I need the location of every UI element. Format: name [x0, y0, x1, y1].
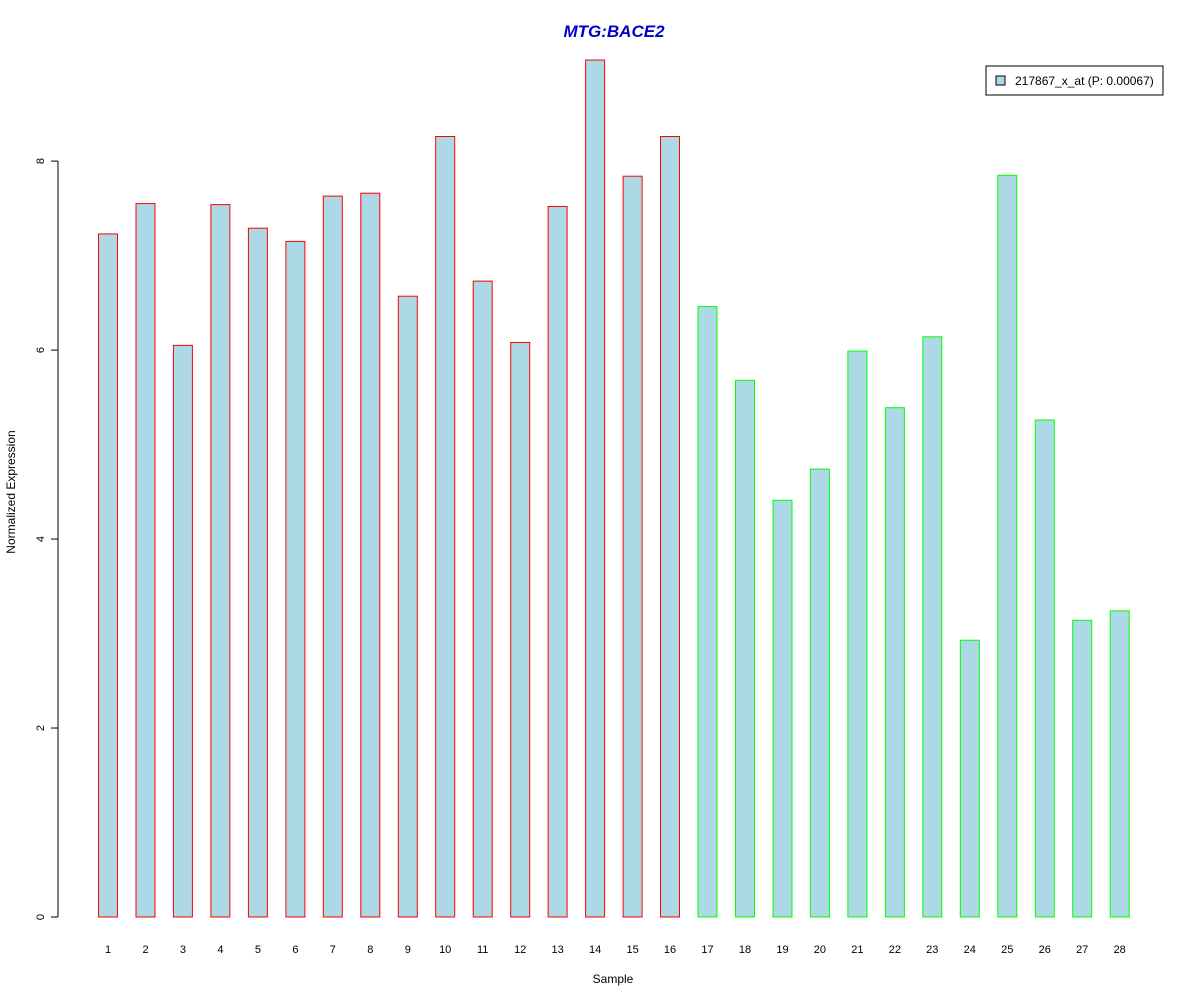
x-tick-label: 22 [889, 944, 901, 956]
bar-sample-19 [772, 499, 793, 918]
bar-sample-23 [922, 336, 943, 918]
x-tick-label: 26 [1039, 944, 1051, 956]
bar-sample-11 [472, 280, 493, 918]
x-tick-label: 17 [701, 944, 713, 956]
y-axis: 0 2 4 6 8 [35, 158, 59, 920]
bar-sample-18 [735, 379, 755, 918]
bar-sample-9 [397, 295, 418, 918]
x-tick-label: 9 [405, 944, 411, 956]
x-tick-label: 27 [1076, 944, 1088, 956]
x-tick-label: 16 [664, 944, 676, 956]
x-tick-label: 5 [255, 944, 261, 956]
legend-label: 217867_x_at (P: 0.00067) [1015, 74, 1154, 88]
bar-sample-14 [585, 59, 606, 918]
legend-box [985, 65, 1164, 96]
y-tick-label: 2 [35, 725, 47, 731]
bar-sample-6 [285, 240, 306, 918]
x-tick-label: 18 [739, 944, 751, 956]
x-tick-label: 10 [439, 944, 451, 956]
bar-sample-13 [547, 206, 568, 918]
bar-sample-4 [210, 204, 231, 918]
bar-sample-24 [959, 639, 980, 918]
y-tick-label: 0 [35, 914, 47, 920]
x-tick-label: 15 [626, 944, 638, 956]
x-tick-label: 3 [180, 944, 186, 956]
x-axis-ticks: 1 2 3 4 5 6 7 8 9 10 11 12 13 14 15 16 17 18 19 20 21 22 23 24 2… [105, 944, 1126, 956]
y-tick-label: 4 [35, 536, 47, 542]
legend-swatch [995, 75, 1006, 86]
x-tick-label: 2 [142, 944, 148, 956]
x-tick-label: 19 [776, 944, 788, 956]
bar-sample-20 [809, 468, 830, 918]
x-tick-label: 24 [964, 944, 976, 956]
bar-sample-12 [510, 342, 531, 918]
bar-sample-21 [847, 350, 868, 918]
x-tick-label: 23 [926, 944, 938, 956]
y-tick-label: 6 [35, 347, 47, 353]
x-tick-label: 14 [589, 944, 601, 956]
x-tick-label: 25 [1001, 944, 1013, 956]
x-tick-label: 8 [367, 944, 373, 956]
x-tick-label: 4 [217, 944, 223, 956]
bar-sample-17 [697, 306, 718, 918]
bar-sample-15 [622, 175, 643, 918]
x-tick-label: 7 [330, 944, 336, 956]
bar-sample-16 [660, 136, 680, 918]
legend: 217867_x_at (P: 0.00067) [985, 65, 1164, 96]
x-tick-label: 28 [1114, 944, 1126, 956]
bar-sample-22 [884, 407, 905, 918]
bar-sample-3 [172, 344, 193, 918]
x-tick-label: 1 [105, 944, 111, 956]
bar-sample-1 [98, 233, 118, 918]
bar-sample-7 [322, 195, 343, 918]
bar-sample-2 [135, 203, 156, 918]
x-tick-label: 13 [551, 944, 563, 956]
bar-sample-8 [360, 192, 381, 918]
y-axis-label: Normalized Expression [4, 430, 18, 553]
x-tick-label: 11 [477, 944, 488, 956]
y-tick-label: 8 [35, 158, 47, 164]
x-tick-label: 12 [514, 944, 526, 956]
x-tick-label: 6 [292, 944, 298, 956]
x-tick-label: 21 [851, 944, 863, 956]
bar-sample-5 [247, 227, 268, 918]
bar-sample-28 [1109, 610, 1130, 918]
bar-sample-25 [997, 174, 1018, 918]
bar-sample-26 [1034, 419, 1055, 918]
chart-title: MTG:BACE2 [563, 22, 665, 41]
x-axis-label: Sample [593, 972, 634, 986]
bar-sample-27 [1072, 619, 1093, 918]
bar-sample-10 [435, 136, 456, 918]
x-tick-label: 20 [814, 944, 826, 956]
bars-layer [98, 59, 1130, 918]
